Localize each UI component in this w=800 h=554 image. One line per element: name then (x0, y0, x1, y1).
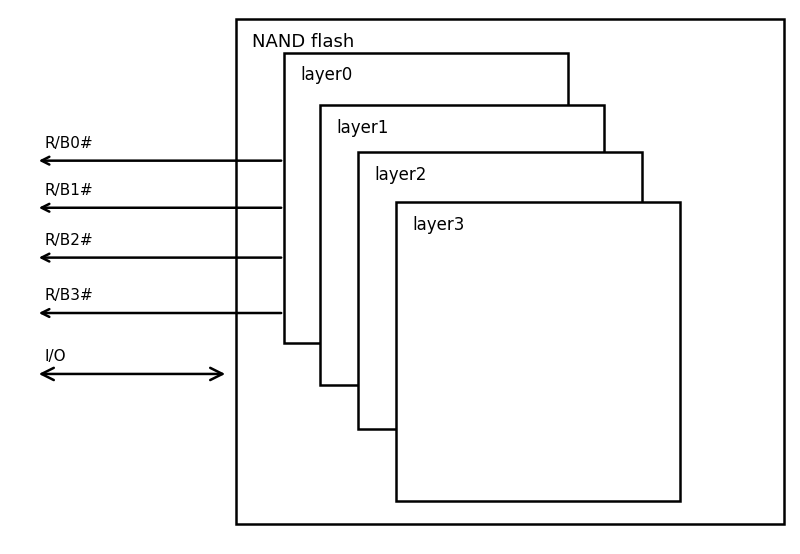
Text: layer2: layer2 (374, 166, 426, 184)
Text: layer0: layer0 (300, 66, 352, 84)
Bar (236, 19, 784, 524)
Text: R/B1#: R/B1# (44, 183, 93, 198)
Text: layer1: layer1 (336, 119, 388, 137)
Bar (396, 202, 680, 501)
Text: R/B2#: R/B2# (44, 233, 93, 248)
Bar (320, 105, 604, 385)
Text: I/O: I/O (44, 349, 66, 364)
Text: NAND flash: NAND flash (252, 33, 354, 51)
Text: R/B0#: R/B0# (44, 136, 93, 151)
Bar (284, 53, 568, 343)
Text: layer3: layer3 (412, 216, 464, 234)
Bar (358, 152, 642, 429)
Text: R/B3#: R/B3# (44, 288, 93, 303)
